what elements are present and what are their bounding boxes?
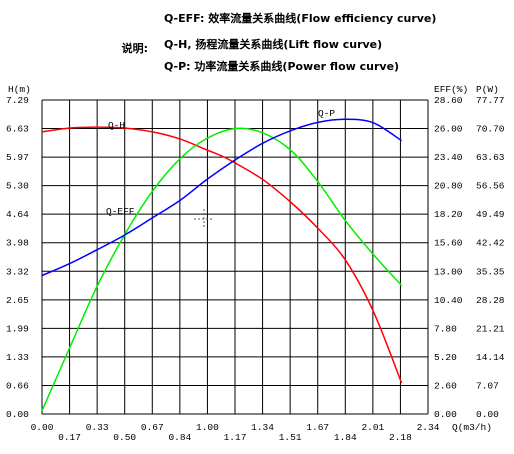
x-tick-label: 1.51	[279, 432, 302, 443]
x-tick-label: 0.00	[31, 422, 54, 433]
x-tick-label: 1.67	[306, 422, 329, 433]
curve-label: Q-EFF	[106, 206, 135, 217]
x-axis-label: Q(m3/h)	[452, 422, 492, 433]
y-tick-label-left: 3.98	[6, 238, 29, 249]
y-tick-label-left: 0.66	[6, 380, 29, 391]
y-tick-label-left: 1.33	[6, 352, 29, 363]
y-tick-label-left: 0.00	[6, 409, 29, 420]
x-tick-label: 0.67	[141, 422, 164, 433]
legend-item: Q-P: 功率流量关系曲线(Power flow curve)	[164, 59, 399, 73]
y-tick-label-power: 63.63	[476, 152, 505, 163]
legend-item: Q-EFF: 效率流量关系曲线(Flow efficiency curve)	[164, 11, 436, 25]
y-tick-label-power: 7.07	[476, 380, 499, 391]
y-axis-label-power: P(W)	[476, 84, 499, 95]
y-tick-label-left: 6.63	[6, 124, 29, 135]
y-tick-label-power: 21.21	[476, 323, 505, 334]
x-tick-label: 0.50	[113, 432, 136, 443]
y-tick-label-eff: 28.60	[434, 95, 463, 106]
x-tick-label: 1.34	[251, 422, 274, 433]
y-tick-label-left: 4.64	[6, 209, 29, 220]
y-tick-label-left: 5.97	[6, 152, 29, 163]
y-tick-label-eff: 2.60	[434, 380, 457, 391]
y-tick-label-eff: 5.20	[434, 352, 457, 363]
y-tick-label-power: 49.49	[476, 209, 505, 220]
x-tick-label: 0.17	[58, 432, 81, 443]
x-tick-label: 1.00	[196, 422, 219, 433]
y-tick-label-power: 35.35	[476, 266, 505, 277]
y-tick-label-power: 56.56	[476, 181, 505, 192]
y-tick-label-power: 14.14	[476, 352, 505, 363]
y-tick-label-eff: 7.80	[434, 323, 457, 334]
y-tick-label-eff: 13.00	[434, 266, 463, 277]
q-eff-curve	[41, 127, 403, 412]
y-tick-label-eff: 20.80	[434, 181, 463, 192]
x-tick-label: 2.01	[361, 422, 384, 433]
y-tick-label-left: 1.99	[6, 323, 29, 334]
y-tick-label-eff: 26.00	[434, 124, 463, 135]
x-tick-label: 2.34	[417, 422, 440, 433]
y-tick-label-left: 5.30	[6, 181, 29, 192]
x-tick-label: 2.18	[389, 432, 412, 443]
y-axis-label-eff: EFF(%)	[434, 84, 468, 95]
y-tick-label-power: 70.70	[476, 124, 505, 135]
x-tick-label: 0.33	[86, 422, 109, 433]
q-p-curve	[41, 118, 403, 277]
q-h-curve	[41, 126, 403, 384]
y-tick-label-eff: 18.20	[434, 209, 463, 220]
curve-label: Q-P	[318, 108, 335, 119]
legend-item: Q-H, 扬程流量关系曲线(Lift flow curve)	[164, 37, 382, 51]
y-tick-label-left: 2.65	[6, 295, 29, 306]
curve-label: Q-H	[108, 120, 125, 131]
x-tick-label: 1.84	[334, 432, 357, 443]
y-tick-label-power: 42.42	[476, 238, 505, 249]
x-tick-label: 1.17	[224, 432, 247, 443]
y-tick-label-left: 3.32	[6, 266, 29, 277]
y-tick-label-power: 0.00	[476, 409, 499, 420]
y-tick-label-eff: 23.40	[434, 152, 463, 163]
y-axis-label-left: H(m)	[8, 84, 31, 95]
legend-heading: 说明:	[122, 41, 148, 55]
y-tick-label-eff: 10.40	[434, 295, 463, 306]
x-tick-label: 0.84	[168, 432, 191, 443]
y-tick-label-power: 77.77	[476, 95, 505, 106]
y-tick-label-eff: 15.60	[434, 238, 463, 249]
y-tick-label-left: 7.29	[6, 95, 29, 106]
y-tick-label-power: 28.28	[476, 295, 505, 306]
y-tick-label-eff: 0.00	[434, 409, 457, 420]
